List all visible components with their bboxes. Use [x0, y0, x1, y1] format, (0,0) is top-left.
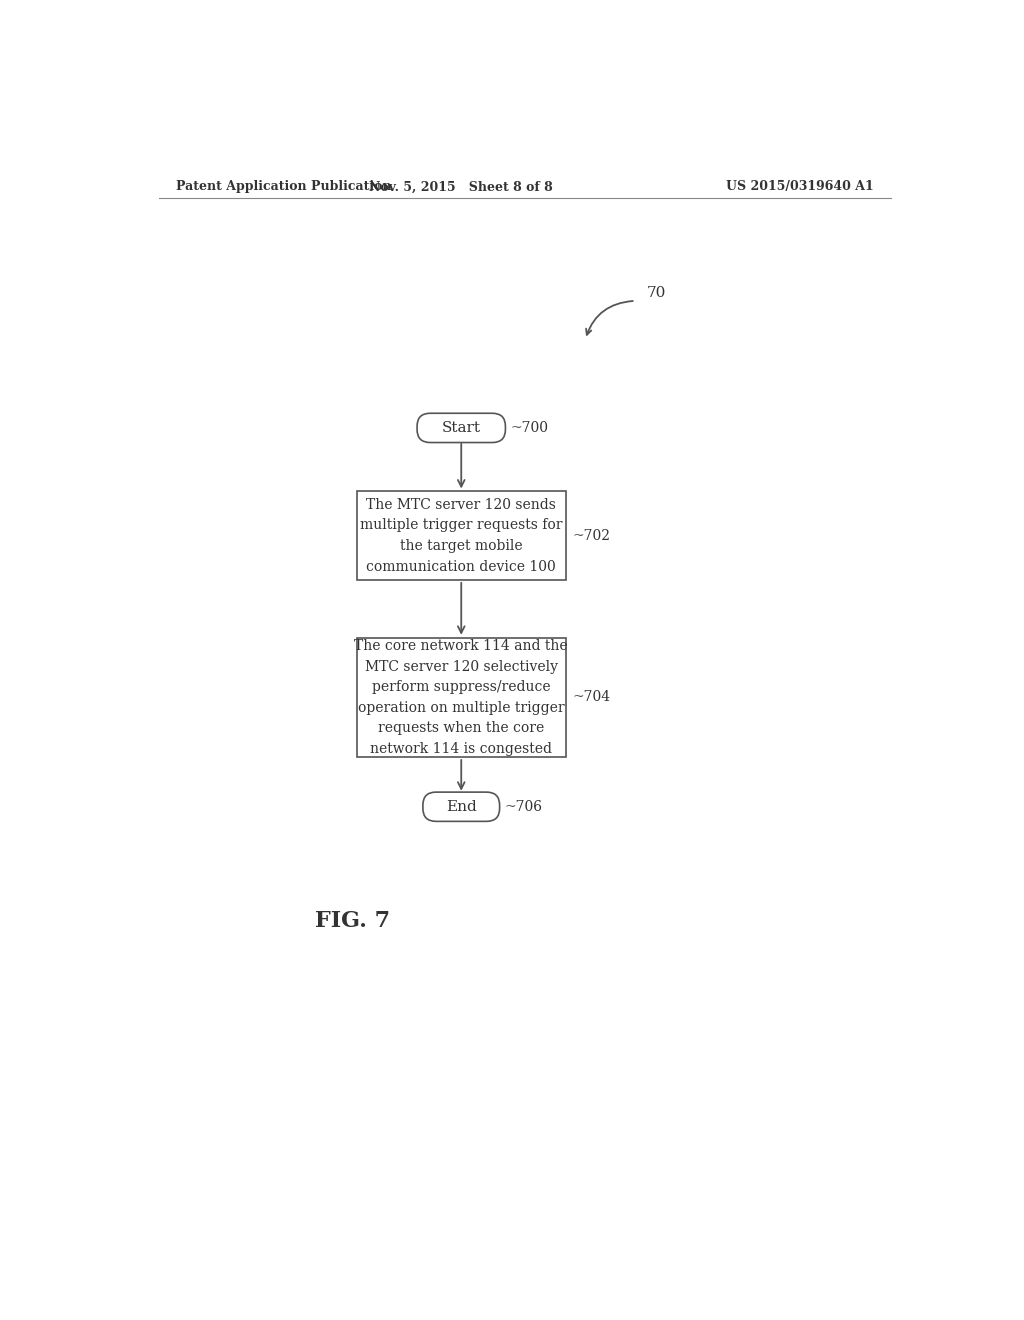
- Text: The core network 114 and the
MTC server 120 selectively
perform suppress/reduce
: The core network 114 and the MTC server …: [354, 639, 568, 756]
- Text: Start: Start: [441, 421, 480, 434]
- Text: End: End: [445, 800, 476, 813]
- FancyBboxPatch shape: [423, 792, 500, 821]
- Bar: [356, 491, 566, 579]
- Text: ~704: ~704: [572, 690, 610, 705]
- Text: Nov. 5, 2015   Sheet 8 of 8: Nov. 5, 2015 Sheet 8 of 8: [370, 181, 553, 194]
- Text: ~706: ~706: [504, 800, 543, 813]
- Text: FIG. 7: FIG. 7: [315, 909, 390, 932]
- Text: 70: 70: [647, 286, 667, 300]
- Text: ~700: ~700: [510, 421, 548, 434]
- FancyBboxPatch shape: [417, 413, 506, 442]
- Text: US 2015/0319640 A1: US 2015/0319640 A1: [726, 181, 873, 194]
- Text: ~702: ~702: [572, 529, 610, 543]
- Bar: [356, 638, 566, 758]
- Text: Patent Application Publication: Patent Application Publication: [176, 181, 391, 194]
- Text: The MTC server 120 sends
multiple trigger requests for
the target mobile
communi: The MTC server 120 sends multiple trigge…: [360, 498, 562, 574]
